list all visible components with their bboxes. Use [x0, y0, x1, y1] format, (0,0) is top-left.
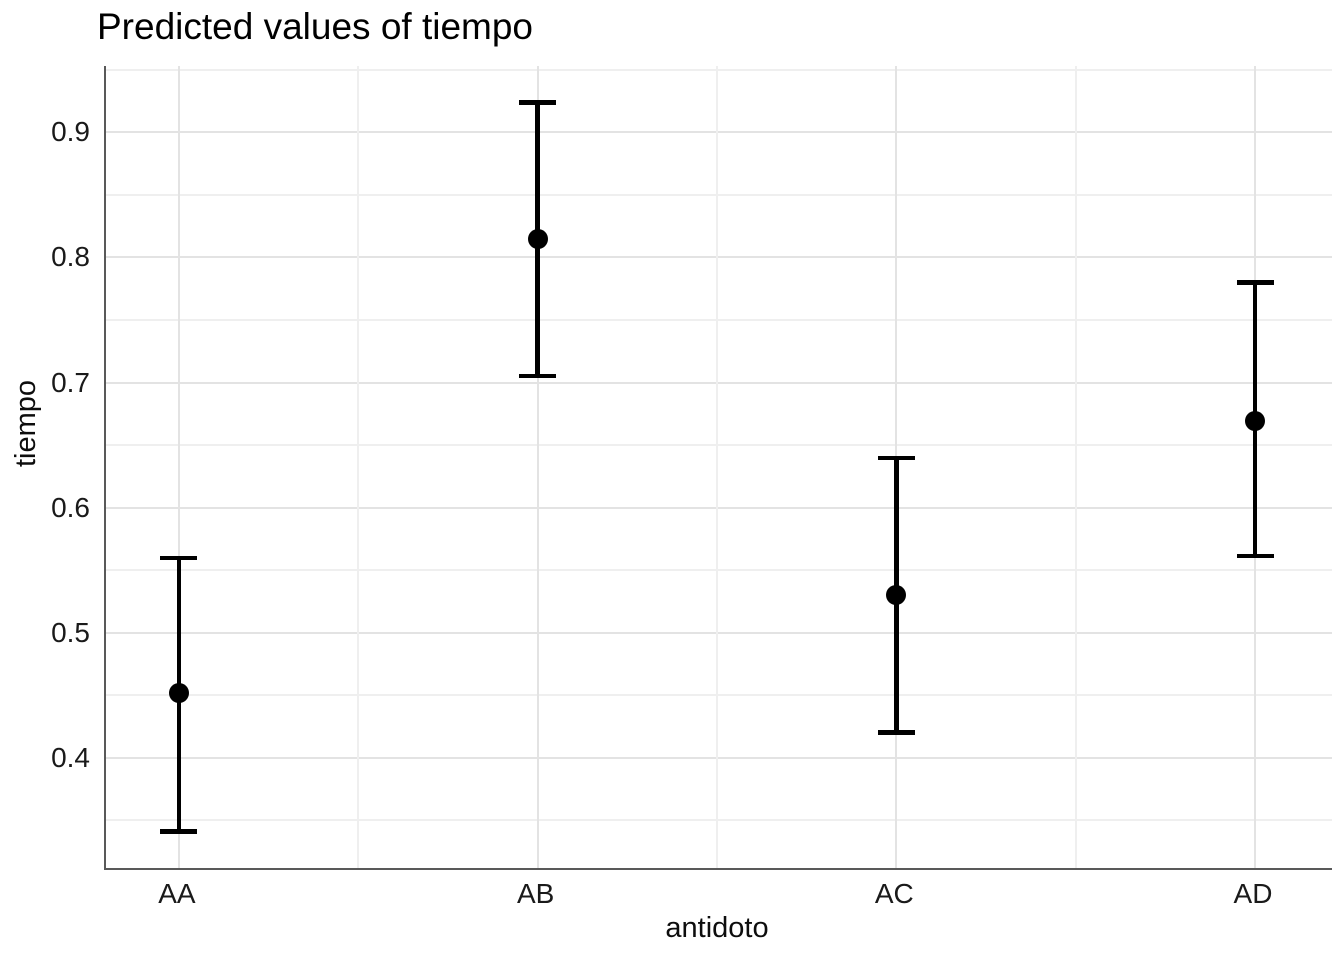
gridline-major-horizontal	[106, 756, 1332, 759]
error-bar-AD	[1236, 280, 1274, 559]
gridline-major-horizontal	[106, 631, 1332, 634]
gridline-minor-horizontal	[106, 694, 1332, 697]
plot-panel	[104, 66, 1332, 870]
gridline-major-horizontal	[106, 256, 1332, 259]
gridline-major-vertical	[177, 66, 180, 868]
x-tick-label-AB: AB	[516, 878, 555, 909]
point-estimate-AD	[1245, 411, 1265, 432]
gridline-minor-vertical	[1074, 66, 1077, 868]
error-bar-AB	[519, 100, 557, 379]
error-bar-cap-bottom	[1236, 553, 1274, 559]
point-estimate-AA	[168, 682, 189, 703]
gridline-major-horizontal	[106, 506, 1332, 509]
error-bar-AA	[160, 555, 198, 834]
gridline-minor-horizontal	[106, 444, 1332, 447]
gridline-minor-vertical	[357, 66, 360, 868]
gridline-minor-vertical	[715, 66, 718, 868]
gridline-minor-horizontal	[106, 569, 1332, 572]
y-tick-label: 0.6	[51, 491, 90, 523]
error-bar-cap-bottom	[877, 730, 915, 735]
y-tick-label: 0.9	[51, 116, 90, 148]
x-axis-title: antidoto	[665, 912, 769, 944]
gridline-minor-horizontal	[106, 819, 1332, 822]
y-tick-label: 0.4	[51, 741, 90, 773]
y-tick-label: 0.7	[51, 366, 90, 398]
x-tick-label-AD: AD	[1233, 878, 1273, 909]
point-estimate-AC	[886, 585, 907, 606]
chart-title: Predicted values of tiempo	[97, 6, 534, 47]
gridline-major-horizontal	[106, 381, 1332, 384]
gridline-minor-horizontal	[106, 193, 1332, 196]
point-estimate-AB	[527, 228, 548, 249]
gridline-major-vertical	[536, 66, 539, 868]
x-tick-label-AA: AA	[158, 878, 196, 909]
y-tick-label: 0.5	[51, 616, 90, 648]
error-bar-AC	[877, 455, 915, 735]
error-bar-cap-bottom	[160, 829, 198, 834]
error-bar-cap-bottom	[519, 373, 557, 379]
gridline-major-horizontal	[106, 131, 1332, 134]
y-tick-label: 0.8	[51, 241, 90, 273]
gridline-minor-horizontal	[106, 318, 1332, 321]
x-tick-label-AC: AC	[874, 878, 914, 909]
gridline-minor-horizontal	[106, 68, 1332, 71]
